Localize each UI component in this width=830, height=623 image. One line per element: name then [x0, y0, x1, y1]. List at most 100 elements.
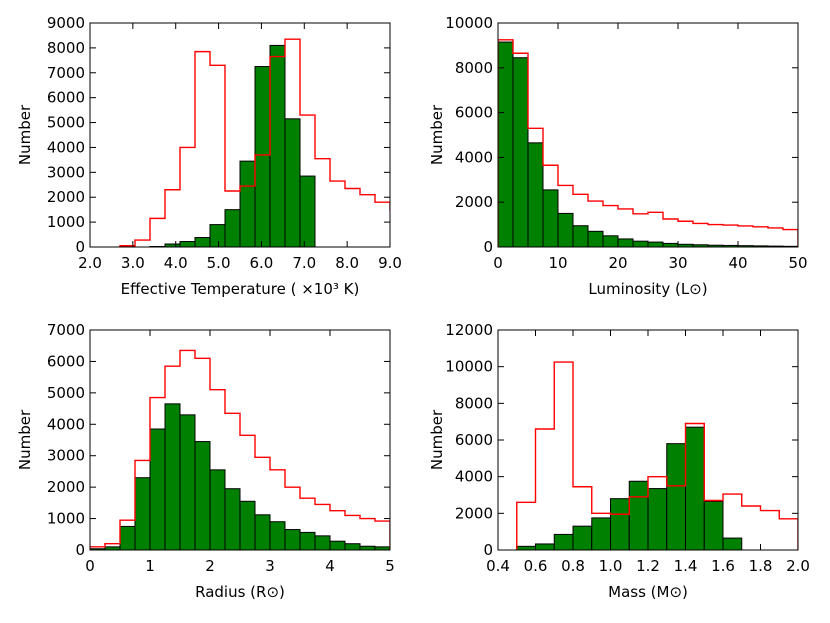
- y-tick-label: 4000: [47, 415, 85, 433]
- y-tick-label: 9000: [47, 14, 85, 32]
- x-tick-label: 1: [145, 557, 155, 575]
- bar: [269, 44, 286, 247]
- bar: [179, 241, 196, 247]
- bar-series: [516, 426, 743, 550]
- x-tick-label: 6.0: [249, 254, 273, 272]
- bar: [628, 480, 649, 550]
- bar: [527, 142, 544, 247]
- bar: [224, 209, 241, 247]
- x-tick-label: 10: [548, 254, 567, 272]
- bar: [239, 500, 256, 550]
- bar: [703, 500, 724, 550]
- x-tick-label: 3: [265, 557, 275, 575]
- y-tick-label: 2000: [47, 188, 85, 206]
- x-axis-label: Radius (R⊙): [195, 583, 285, 601]
- step-outline: [498, 39, 798, 247]
- bar: [179, 414, 196, 550]
- bar: [164, 403, 181, 550]
- bar: [194, 441, 211, 550]
- x-tick-label: 0.4: [486, 557, 510, 575]
- histogram-panel-2: 0 10 20 30 40 50 0 2000 4000 6000 8000 10000 Luminos…: [428, 14, 808, 298]
- bar: [299, 531, 316, 550]
- bar: [284, 118, 301, 247]
- x-tick-label: 0.6: [524, 557, 548, 575]
- x-tick-label: 8.0: [335, 254, 359, 272]
- bar: [632, 240, 649, 247]
- y-tick-label: 6000: [455, 431, 493, 449]
- step-outline: [119, 38, 390, 247]
- bar: [314, 535, 331, 550]
- x-tick-label: 1.4: [674, 557, 698, 575]
- bar: [344, 543, 361, 550]
- y-tick-label: 10000: [445, 14, 493, 32]
- bar-series: [498, 41, 798, 247]
- y-tick-label: 1000: [47, 213, 85, 231]
- bar: [587, 230, 604, 247]
- x-tick-label: 50: [788, 254, 807, 272]
- bar: [224, 488, 241, 550]
- y-axis-label: Number: [16, 104, 34, 165]
- y-tick-label: 4000: [455, 468, 493, 486]
- y-tick-label: 6000: [47, 352, 85, 370]
- y-tick-label: 0: [483, 238, 493, 256]
- bar: [284, 529, 301, 550]
- bar: [685, 426, 705, 550]
- y-tick-label: 7000: [47, 64, 85, 82]
- y-axis-label: Number: [16, 409, 34, 470]
- bar: [209, 469, 226, 550]
- y-tick-label: 6000: [47, 89, 85, 107]
- bar: [299, 175, 316, 247]
- x-tick-label: 40: [728, 254, 747, 272]
- y-tick-label: 4000: [47, 138, 85, 156]
- x-tick-label: 9.0: [378, 254, 402, 272]
- bar: [647, 488, 668, 550]
- bar: [557, 212, 574, 247]
- y-axis-label: Number: [428, 409, 446, 470]
- y-axis-label: Number: [428, 104, 446, 165]
- y-tick-label: 0: [75, 541, 85, 559]
- bar: [512, 57, 529, 247]
- x-tick-label: 1.8: [749, 557, 773, 575]
- bar: [572, 225, 589, 247]
- bar: [662, 242, 679, 247]
- x-tick-label: 2.0: [78, 254, 102, 272]
- x-axis-label: Mass (M⊙): [608, 583, 688, 601]
- x-tick-label: 2: [205, 557, 215, 575]
- bar: [194, 237, 211, 247]
- bar: [610, 498, 630, 550]
- axes-frame: [89, 22, 391, 248]
- x-tick-label: 1.2: [636, 557, 660, 575]
- x-tick-label: 0: [85, 557, 95, 575]
- bar: [498, 41, 514, 247]
- axes-frame: [497, 22, 799, 248]
- x-tick-label: 20: [608, 254, 627, 272]
- bar: [134, 477, 151, 550]
- histogram-panel-3: 0 1 2 3 4 5 0 1000 2000 3000 4000 5000 6000 7000 Radiu…: [16, 321, 395, 601]
- y-tick-label: 2000: [47, 478, 85, 496]
- y-tick-label: 6000: [455, 104, 493, 122]
- bar-series: [149, 44, 316, 247]
- y-tick-label: 0: [483, 541, 493, 559]
- bar: [572, 525, 593, 550]
- y-tick-label: 3000: [47, 447, 85, 465]
- x-tick-label: 4.0: [164, 254, 188, 272]
- bar: [666, 443, 686, 550]
- y-tick-label: 7000: [47, 321, 85, 339]
- bar: [359, 545, 376, 550]
- x-tick-label: 1.0: [599, 557, 623, 575]
- y-tick-label: 8000: [455, 394, 493, 412]
- y-tick-label: 12000: [445, 321, 493, 339]
- y-tick-label: 8000: [455, 59, 493, 77]
- bar: [269, 521, 286, 550]
- y-tick-label: 5000: [47, 114, 85, 132]
- bar: [617, 238, 634, 247]
- y-tick-label: 4000: [455, 148, 493, 166]
- bar: [119, 525, 136, 550]
- step-outline: [90, 349, 390, 550]
- x-tick-label: 1.6: [711, 557, 735, 575]
- y-tick-label: 2000: [455, 193, 493, 211]
- y-tick-label: 1000: [47, 510, 85, 528]
- x-tick-label: 5: [385, 557, 395, 575]
- y-tick-label: 2000: [455, 504, 493, 522]
